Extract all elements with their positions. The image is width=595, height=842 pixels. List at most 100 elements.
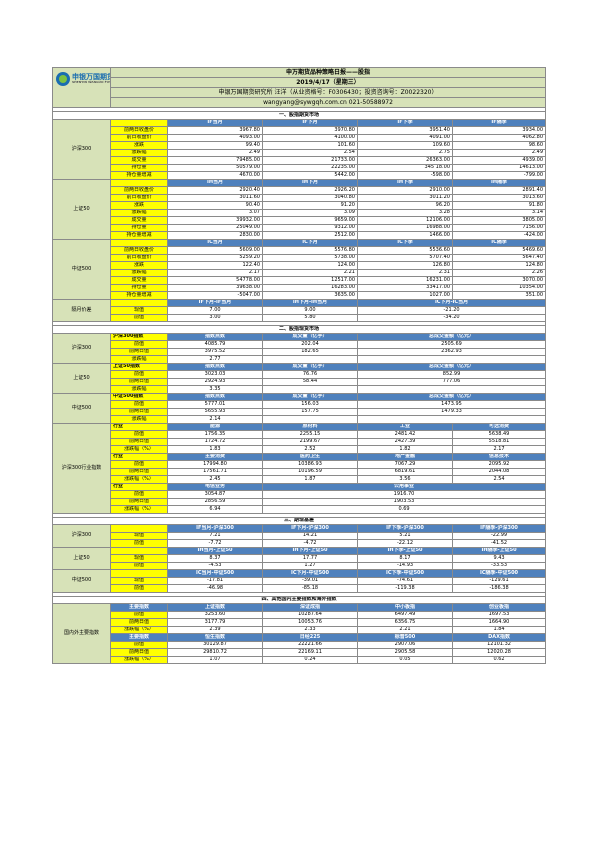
table-row: 前两日收盘价 3967.80 3970.80 3951.40 3934.00 [53,126,547,135]
value-cell: 2905.58 [357,648,453,657]
table-row: 中证500 IC当月 IC下月 IC下季 IC隔季 [52,238,547,300]
value-cell: 351.00 [451,291,547,300]
block-name: 行业 [110,482,168,491]
column-header: DAX指数 [451,633,547,642]
value-cell: -39.01 [262,576,358,585]
table-row: 涨跌 90.40 91.20 96.20 91.80 [53,201,547,210]
block-name: 中证500指数 [110,392,168,401]
value-cell: 3013.60 [451,193,547,202]
value-cell: 3253.60 [167,610,263,619]
value-cell: 90.40 [167,201,263,210]
value-cell: 8.37 [167,554,263,563]
column-header: IH下季 [357,178,453,187]
table-row: 前值 5777.01 156.03 1473.95 [53,400,547,409]
value-cell: 2044.08 [451,467,547,476]
value-cell: 1.87 [262,475,358,484]
table-row: 四、其他国内主要指数和海外指数 [51,595,547,604]
row-label: 持仓量增减 [110,171,168,180]
block-name: 主要指数 [110,603,168,612]
table-row: 持仓量增减 -5047.00 3635.00 1027.00 351.00 [53,291,547,300]
row-label: 现值 [110,306,168,315]
value-cell: 2.49 [167,148,263,157]
column-header: IH隔季 [451,178,547,187]
table-row: 沪深300 沪深300指数 指数点数 成交量（亿手） 总成交金额（亿元） [52,332,547,364]
value-cell: 22221.66 [262,640,358,649]
row-label: 持仓量增减 [110,231,168,240]
column-header: IF下季-沪深300 [357,524,453,533]
value-cell: 1664.90 [451,618,547,627]
row-label: 涨跌幅 [110,148,168,157]
value-cell: 1027.00 [357,291,453,300]
column-header: 成交量（亿手） [262,362,358,371]
table-row: 前两日值 17561.71 10196.59 6819.61 2044.08 [53,467,547,476]
table-row: 前两日值 2924.93 58.44 777.06 [53,377,547,386]
value-cell: 852.99 [356,370,547,379]
empty-header [110,118,168,127]
value-cell: 2891.40 [451,186,547,195]
value-cell: 2199.67 [262,437,358,446]
row-label: 现值 [110,531,168,540]
value-cell: 1.84 [451,625,547,634]
value-cell: 2.49 [451,148,547,157]
group-label: 沪深300 [52,332,111,364]
table-row: 国内外主要指数 主要指数 上证指数 深证成指 中小板指 创业板指 [52,603,547,664]
value-cell [262,385,358,394]
row-label: 涨跌幅 [110,268,168,277]
group-label: 国内外主要指数 [52,603,111,664]
group-label: 中证500 [52,392,111,424]
value-cell [356,415,547,424]
row-label: 成交量 [110,156,168,165]
row-label: 成交量 [110,216,168,225]
group-label: 沪深300 [52,524,111,548]
table-row: 前值 3.00 5.80 -34.20 [53,313,547,322]
row-label: 前值 [110,460,168,469]
row-label: 前值 [110,539,168,548]
row-label: 前日收盘价 [110,193,168,202]
value-cell: 5738.00 [262,253,358,262]
column-header: IF下月-沪深300 [262,524,358,533]
row-label: 成交量 [110,276,168,285]
spacer [51,321,547,326]
table-row: 行业 电信业务 公用事业 [53,482,547,491]
value-cell: 10287.64 [262,610,358,619]
column-header: 指数点数 [167,362,263,371]
value-cell: 2.21 [262,268,358,277]
value-cell: 182.65 [262,347,358,356]
report-date: 2019/4/17（星期三） [109,77,547,88]
value-cell: 8.17 [357,554,453,563]
value-cell: 3975.52 [167,347,263,356]
column-header: IC下季 [357,238,453,247]
value-cell: 5576.80 [262,246,358,255]
table-row: 涨跌幅 2.14 [53,415,547,424]
value-cell: 2856.59 [167,497,263,506]
block-name: 行业 [110,452,168,461]
column-header: 可选消费 [451,422,547,431]
table-row: 涨跌 99.40 101.60 109.60 98.60 [53,141,547,150]
table-row: 涨跌幅（%） 6.94 0.69 [53,505,547,514]
table-row [51,321,547,326]
table-row: 前值 4085.79 202.04 2505.69 [53,340,547,349]
row-label: 涨跌幅（%） [110,505,168,514]
value-cell: 157.75 [262,407,358,416]
value-cell: 3011.60 [167,193,263,202]
row-label: 持仓量增减 [110,291,168,300]
value-cell: 3.00 [167,313,263,322]
value-cell: 5518.81 [451,437,547,446]
value-cell: 1.83 [167,445,263,454]
table-row: 现值 7.00 9.00 -21.20 [53,306,547,315]
value-cell: 5.21 [357,531,453,540]
column-header: 电信业务 [167,482,263,491]
value-cell: 2427.39 [357,437,453,446]
value-cell: 5777.01 [167,400,263,409]
section-title: 一、股指期货市场 [51,111,547,120]
column-header: 公用事业 [261,482,547,491]
table-row: 前日收盘价 4093.00 4100.00 4091.00 4062.80 [53,133,547,142]
table-row: 上证50 IH当月 IH下月 IH下季 IH隔季 [52,178,547,240]
value-cell: 2505.69 [356,340,547,349]
value-cell: 101.60 [262,141,358,150]
row-label: 涨跌幅（%） [110,655,168,664]
value-cell: 2924.93 [167,377,263,386]
value-cell: 1697.53 [451,610,547,619]
value-cell: 3967.80 [167,126,263,135]
